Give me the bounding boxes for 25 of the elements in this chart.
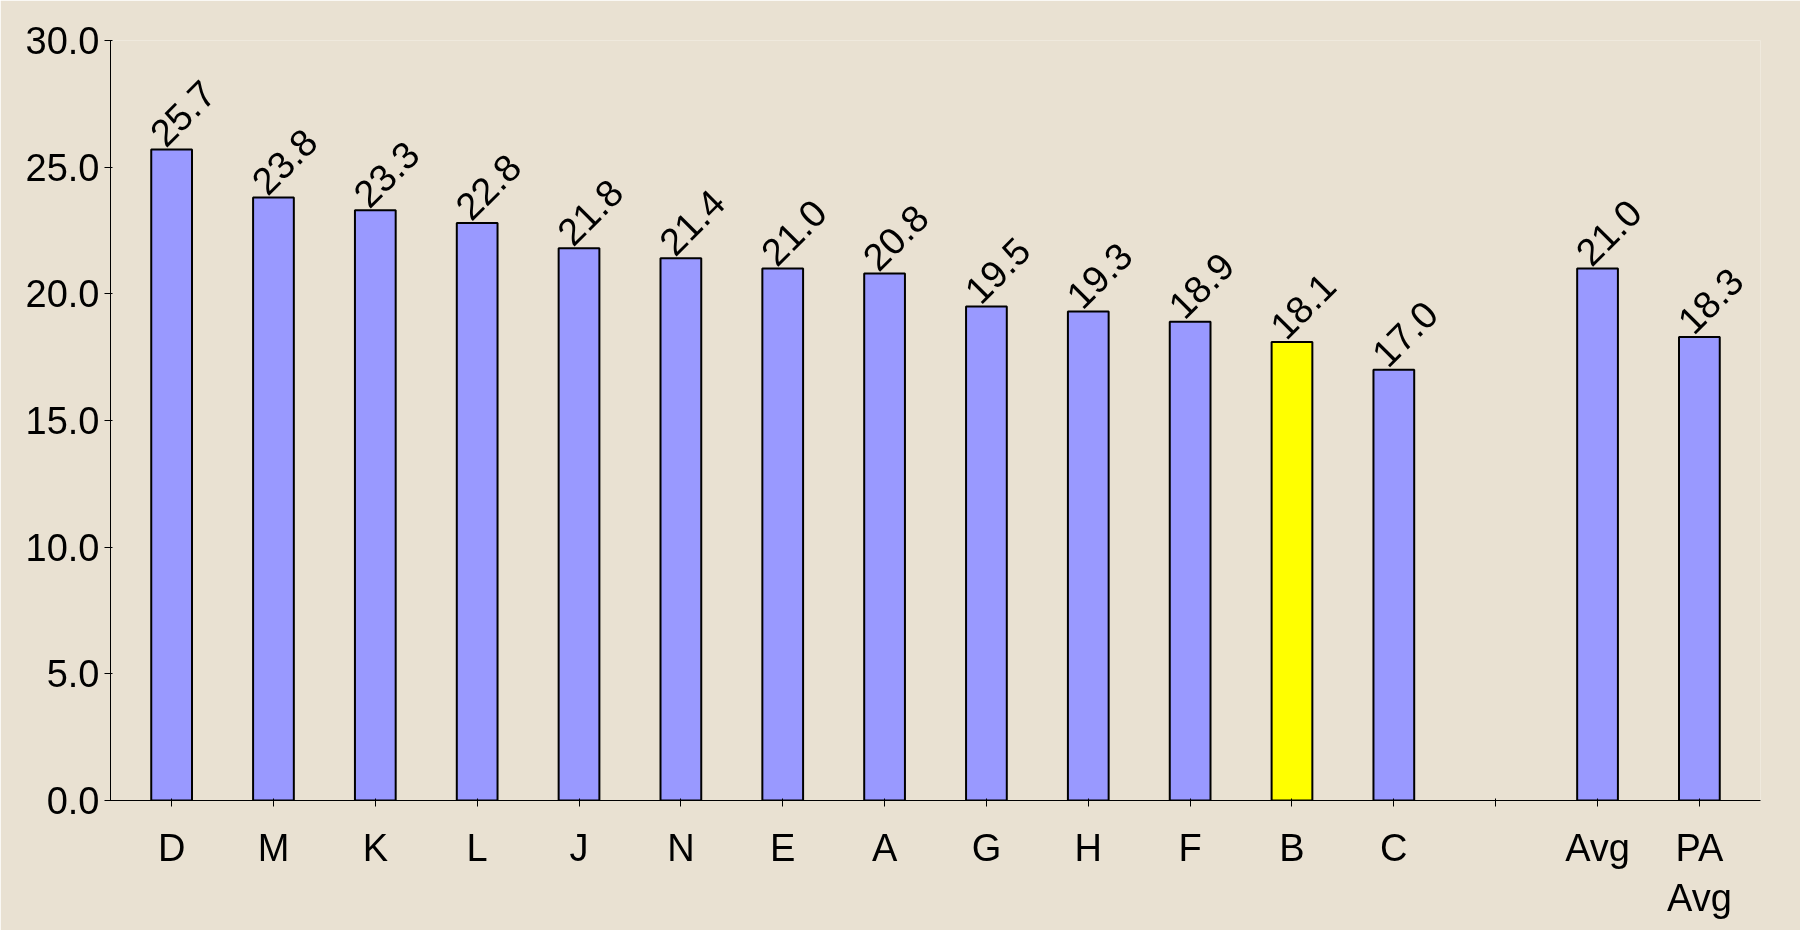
data-label: 18.1	[1262, 265, 1345, 348]
x-tick-label: A	[871, 826, 898, 869]
x-tick-label: L	[466, 826, 488, 869]
x-tick-label: Avg	[1565, 826, 1630, 869]
x-tick-label: G	[971, 826, 1002, 869]
data-label: 17.0	[1364, 292, 1447, 375]
data-label: 18.9	[1160, 244, 1243, 327]
x-tick-label: M	[257, 826, 290, 869]
x-tick-label: J	[569, 826, 589, 869]
x-tick-label: D	[157, 826, 186, 869]
y-tick-label: 15.0	[25, 400, 100, 442]
x-tick-label: F	[1178, 826, 1202, 869]
x-tick-label: K	[362, 826, 388, 869]
y-tick-label: 0.0	[46, 780, 100, 822]
y-tick-label: 10.0	[25, 526, 100, 569]
x-tick-label: E	[770, 826, 796, 869]
y-tick-label: 30.0	[25, 20, 100, 62]
x-tick-label: PA Avg	[1666, 826, 1732, 919]
y-tick-label: 25.0	[25, 146, 100, 189]
x-tick-label: H	[1074, 826, 1103, 869]
y-tick-label: 20.0	[25, 273, 100, 316]
y-tick-label: 5.0	[46, 653, 100, 696]
x-tick-label: B	[1279, 826, 1305, 869]
x-tick-label: N	[667, 826, 695, 869]
x-tick-label: C	[1380, 826, 1408, 869]
